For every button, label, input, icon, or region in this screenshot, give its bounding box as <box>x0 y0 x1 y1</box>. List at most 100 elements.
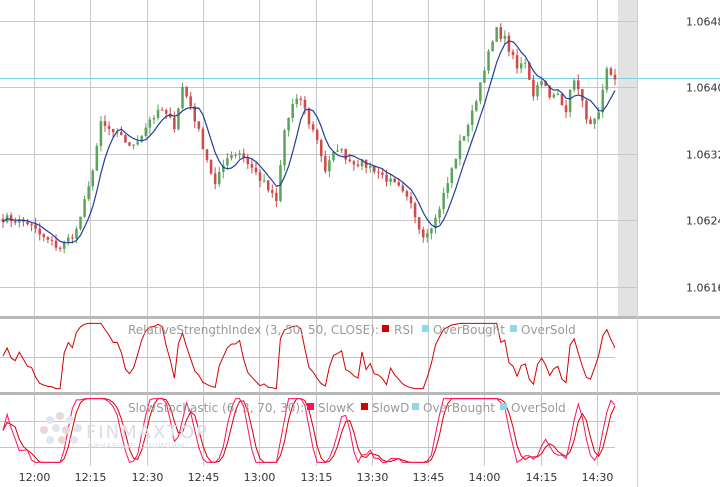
candle-body <box>254 167 258 173</box>
candle-body <box>128 142 131 146</box>
candle-body <box>226 158 229 166</box>
time-axis: 12:00 12:15 12:30 12:45 13:00 13:15 13:30 13:45… <box>19 471 614 484</box>
candle-body <box>507 35 511 52</box>
stochastic-legend-oversold-swatch <box>500 403 507 410</box>
candle-body <box>552 94 556 98</box>
price-tick-label: 1.0640 <box>686 82 720 95</box>
candle-body <box>250 164 254 168</box>
candle-body <box>581 89 584 101</box>
candle-body <box>442 192 445 210</box>
stochastic-legend-overbought: OverBought <box>423 401 495 415</box>
rsi-grid: · <box>34 319 614 392</box>
candle-body <box>279 165 282 201</box>
candle-body <box>185 86 188 97</box>
candle-body <box>120 132 123 136</box>
candle-body <box>548 85 551 98</box>
candle-body <box>540 81 543 86</box>
candle-body <box>503 35 507 39</box>
candle-body <box>523 62 527 64</box>
candle-body <box>136 141 139 145</box>
rsi-end-marker: · <box>612 345 614 353</box>
rsi-legend-oversold: OverSold <box>521 323 576 337</box>
time-tick-label: 12:15 <box>75 471 107 484</box>
candle-body <box>381 172 384 175</box>
candle-body <box>556 93 560 95</box>
candle-body <box>319 140 323 157</box>
stochastic-legend-k-swatch <box>307 403 314 410</box>
candle-body <box>328 160 331 172</box>
candle-body <box>26 221 29 225</box>
watermark-subtitle: БИНАРНЫЕ ОПЦИОНЫ <box>88 442 185 450</box>
candle-body <box>536 85 539 97</box>
price-axis: 1.0648 1.0640 1.0632 1.0624 1.0616 <box>686 16 720 295</box>
time-tick-label: 12:30 <box>132 471 164 484</box>
candle-body <box>87 186 90 200</box>
candle-body <box>50 239 54 241</box>
candle-body <box>434 217 437 229</box>
candle-body <box>83 199 86 217</box>
candle-body <box>601 89 605 113</box>
candle-body <box>193 106 197 122</box>
candle-body <box>242 153 245 159</box>
candle-body <box>201 128 205 150</box>
candle-body <box>405 191 409 197</box>
candle-body <box>181 86 184 109</box>
rsi-legend-overbought: OverBought <box>433 323 505 337</box>
candle-body <box>413 203 417 218</box>
candle-body <box>99 121 103 146</box>
candlestick-series <box>1 23 617 254</box>
candle-body <box>295 98 299 105</box>
time-tick-label: 12:00 <box>19 471 51 484</box>
candle-body <box>13 221 17 223</box>
watermark-logo-icon <box>40 412 82 444</box>
candle-body <box>613 74 617 80</box>
candle-body <box>303 99 307 109</box>
candle-body <box>332 151 335 161</box>
candle-body <box>197 121 201 129</box>
time-tick-label: 14:15 <box>526 471 558 484</box>
stochastic-legend: SlowK SlowD OverBought OverSold <box>307 401 566 415</box>
candle-body <box>564 105 568 113</box>
candle-body <box>487 51 490 71</box>
candle-body <box>111 128 115 133</box>
time-tick-label: 13:15 <box>301 471 333 484</box>
candle-body <box>164 110 168 114</box>
candle-body <box>275 192 278 201</box>
candle-body <box>58 247 62 249</box>
rsi-line <box>2 322 616 390</box>
candle-body <box>177 108 180 130</box>
candle-body <box>307 108 311 125</box>
rsi-legend-oversold-swatch <box>510 325 517 332</box>
candle-body <box>340 148 343 151</box>
watermark: FINMAXTOP БИНАРНЫЕ ОПЦИОНЫ <box>40 412 209 450</box>
candle-body <box>389 178 392 182</box>
candle-body <box>421 229 425 238</box>
candle-body <box>528 62 531 80</box>
candle-body <box>438 209 441 218</box>
candle-body <box>470 110 474 125</box>
candle-body <box>426 233 429 238</box>
candle-body <box>572 80 576 90</box>
candle-body <box>262 180 266 182</box>
candle-body <box>479 82 482 102</box>
candle-body <box>160 109 164 111</box>
candle-body <box>115 132 119 134</box>
candle-body <box>450 168 454 184</box>
watermark-brand: FINMAXTOP <box>86 422 209 443</box>
rsi-title: RelativeStrengthIndex (3, 50, 50, CLOSE)… <box>128 323 379 337</box>
candle-body <box>271 190 274 193</box>
candle-body <box>234 155 237 157</box>
candle-body <box>544 81 547 86</box>
candle-body <box>560 93 564 106</box>
stochastic-legend-overbought-swatch <box>412 403 419 410</box>
candle-body <box>393 178 396 183</box>
candle-body <box>532 79 535 97</box>
candle-body <box>30 224 33 226</box>
candle-body <box>287 118 290 131</box>
candle-body <box>430 228 433 234</box>
candle-body <box>222 165 225 172</box>
candle-body <box>348 159 352 162</box>
candle-body <box>107 125 111 129</box>
candle-body <box>124 135 127 143</box>
stochastic-title: SlowStochastic (6, 3, 70, 30): <box>128 401 304 415</box>
